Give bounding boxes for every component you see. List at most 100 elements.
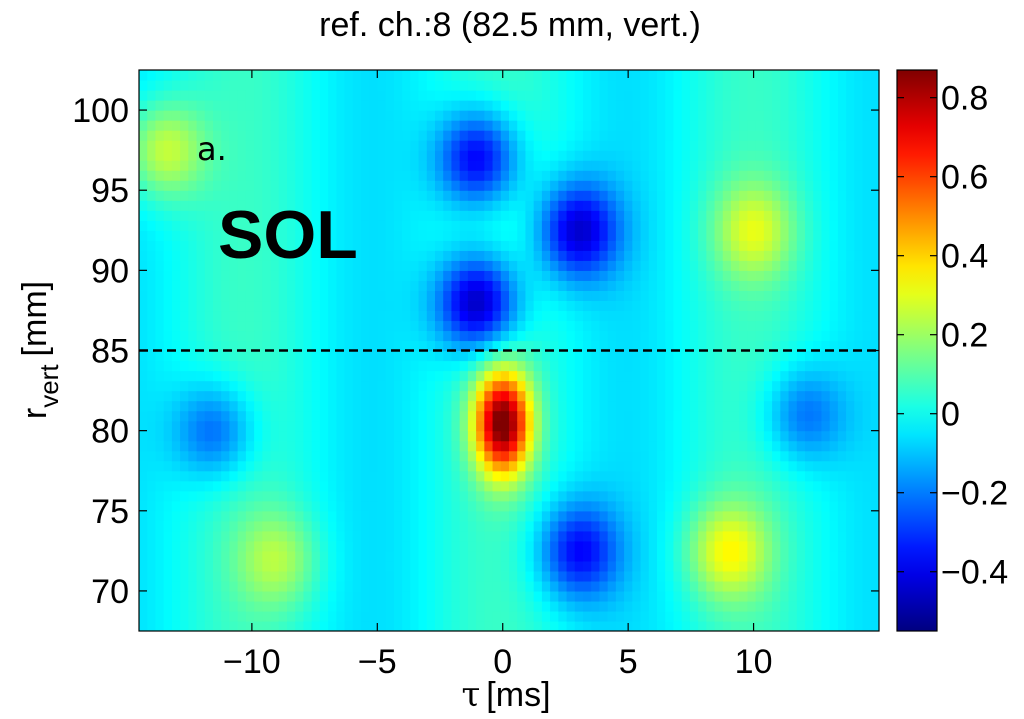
heatmap-cell bbox=[237, 140, 247, 151]
heatmap-cell bbox=[180, 140, 189, 151]
heatmap-cell bbox=[278, 110, 288, 121]
heatmap-cell bbox=[393, 320, 403, 332]
heatmap-cell bbox=[648, 240, 658, 251]
heatmap-cell bbox=[763, 340, 773, 352]
heatmap-cell bbox=[517, 240, 527, 251]
heatmap-cell bbox=[402, 570, 411, 582]
heatmap-cell bbox=[870, 550, 879, 562]
heatmap-cell bbox=[402, 310, 411, 322]
heatmap-cell bbox=[615, 90, 625, 101]
heatmap-cell bbox=[262, 400, 272, 412]
heatmap-cell bbox=[451, 70, 461, 81]
heatmap-cell bbox=[607, 330, 617, 342]
heatmap-cell bbox=[500, 610, 510, 622]
heatmap-cell bbox=[533, 560, 543, 572]
heatmap-cell bbox=[673, 270, 683, 281]
heatmap-cell bbox=[706, 260, 716, 271]
heatmap-cell bbox=[278, 330, 288, 342]
heatmap-cell bbox=[163, 460, 173, 472]
heatmap-cell bbox=[574, 240, 584, 251]
heatmap-cell bbox=[311, 260, 321, 271]
heatmap-cell bbox=[599, 580, 609, 592]
heatmap-cell bbox=[821, 250, 831, 261]
heatmap-cell bbox=[352, 370, 362, 382]
heatmap-cell bbox=[402, 270, 411, 281]
heatmap-cell bbox=[459, 420, 469, 432]
heatmap-cell bbox=[533, 440, 543, 452]
heatmap-cell bbox=[731, 180, 740, 191]
heatmap-cell bbox=[303, 170, 313, 181]
heatmap-cell bbox=[788, 120, 798, 131]
heatmap-cell bbox=[632, 540, 642, 552]
heatmap-cell bbox=[509, 230, 518, 241]
heatmap-cell bbox=[615, 180, 625, 191]
heatmap-cell bbox=[796, 360, 806, 372]
heatmap-cell bbox=[788, 500, 798, 512]
heatmap-cell bbox=[385, 90, 395, 101]
heatmap-cell bbox=[632, 170, 642, 181]
heatmap-cell bbox=[213, 360, 222, 372]
heatmap-cell bbox=[188, 620, 198, 631]
heatmap-cell bbox=[640, 570, 650, 582]
heatmap-cell bbox=[443, 510, 453, 522]
heatmap-cell bbox=[739, 110, 749, 121]
heatmap-cell bbox=[418, 500, 428, 512]
heatmap-cell bbox=[196, 440, 206, 452]
heatmap-cell bbox=[180, 70, 189, 81]
heatmap-cell bbox=[837, 390, 847, 402]
heatmap-cell bbox=[731, 100, 740, 111]
heatmap-cell bbox=[854, 380, 864, 392]
heatmap-cell bbox=[517, 590, 527, 602]
heatmap-cell bbox=[484, 80, 494, 91]
heatmap-cell bbox=[657, 360, 666, 372]
heatmap-cell bbox=[303, 330, 313, 342]
heatmap-cell bbox=[180, 80, 189, 91]
heatmap-cell bbox=[739, 340, 749, 352]
heatmap-cell bbox=[476, 260, 485, 271]
heatmap-cell bbox=[673, 280, 683, 291]
heatmap-cell bbox=[221, 410, 231, 422]
heatmap-cell bbox=[163, 250, 173, 261]
heatmap-cell bbox=[689, 220, 699, 231]
heatmap-cell bbox=[837, 160, 847, 171]
heatmap-cell bbox=[665, 420, 675, 432]
heatmap-cell bbox=[731, 240, 740, 251]
heatmap-cell bbox=[805, 480, 814, 492]
heatmap-cell bbox=[484, 130, 494, 141]
heatmap-cell bbox=[763, 260, 773, 271]
heatmap-cell bbox=[689, 600, 699, 612]
heatmap-cell bbox=[558, 280, 568, 291]
heatmap-cell bbox=[755, 600, 765, 612]
heatmap-cell bbox=[262, 100, 272, 111]
heatmap-cell bbox=[640, 480, 650, 492]
heatmap-cell bbox=[788, 450, 798, 462]
heatmap-cell bbox=[862, 580, 872, 592]
heatmap-cell bbox=[287, 110, 296, 121]
heatmap-cell bbox=[509, 530, 518, 542]
heatmap-cell bbox=[344, 200, 354, 211]
heatmap-cell bbox=[772, 170, 781, 181]
heatmap-cell bbox=[583, 410, 592, 422]
heatmap-cell bbox=[640, 340, 650, 352]
heatmap-cell bbox=[163, 260, 173, 271]
heatmap-cell bbox=[155, 210, 165, 221]
heatmap-cell bbox=[451, 300, 461, 312]
heatmap-cell bbox=[500, 420, 510, 432]
heatmap-cell bbox=[681, 570, 691, 582]
heatmap-cell bbox=[163, 90, 173, 101]
heatmap-cell bbox=[747, 320, 757, 332]
heatmap-cell bbox=[328, 460, 337, 472]
heatmap-cell bbox=[583, 80, 592, 91]
heatmap-cell bbox=[640, 330, 650, 342]
heatmap-cell bbox=[574, 540, 584, 552]
heatmap-cell bbox=[755, 420, 765, 432]
heatmap-cell bbox=[270, 370, 280, 382]
heatmap-cell bbox=[665, 140, 675, 151]
heatmap-cell bbox=[706, 160, 716, 171]
heatmap-cell bbox=[171, 620, 181, 631]
heatmap-cell bbox=[254, 190, 263, 201]
heatmap-cell bbox=[270, 80, 280, 91]
heatmap-cell bbox=[221, 330, 231, 342]
heatmap-cell bbox=[796, 350, 806, 362]
heatmap-cell bbox=[361, 250, 370, 261]
